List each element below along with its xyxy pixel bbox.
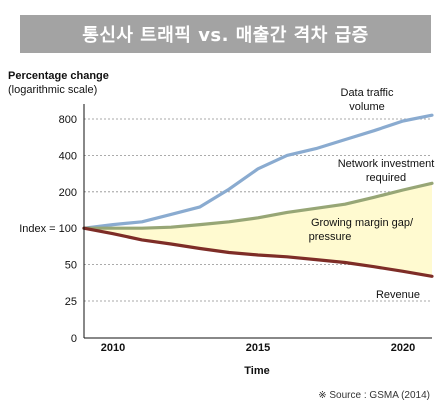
- y-axis-label-line1: Percentage change: [8, 70, 109, 82]
- y-tick-100: Index = 100: [19, 223, 77, 235]
- annotation-network-line2: required: [366, 172, 406, 184]
- y-tick-labels: 800 400 200 Index = 100 50 25 0: [19, 114, 77, 345]
- y-axis-label-line2: (logarithmic scale): [8, 84, 97, 96]
- series-lines: [82, 113, 434, 278]
- margin-gap-area: [84, 183, 432, 277]
- series-line-2: [82, 226, 434, 278]
- annotation-gap-line2: pressure: [309, 231, 352, 243]
- x-tick-2020: 2020: [391, 342, 415, 354]
- series-line-0: [82, 113, 434, 230]
- y-tick-800: 800: [59, 114, 77, 126]
- y-tick-200: 200: [59, 187, 77, 199]
- source-note: ※ Source : GSMA (2014): [318, 390, 430, 401]
- x-axis-label: Time: [244, 365, 269, 377]
- annotation-revenue: Revenue: [376, 289, 420, 301]
- y-tick-50: 50: [65, 260, 77, 272]
- y-tick-25: 25: [65, 296, 77, 308]
- annotation-network-line1: Network investment: [338, 158, 435, 170]
- annotation-data-traffic-line1: Data traffic: [341, 87, 394, 99]
- series-line-1: [82, 181, 434, 230]
- axes: [83, 104, 432, 339]
- annotation-data-traffic-line2: volume: [349, 101, 384, 113]
- y-tick-0: 0: [71, 333, 77, 345]
- annotation-gap-line1: Growing margin gap/: [311, 217, 414, 229]
- x-tick-labels: 2010 2015 2020: [101, 342, 415, 354]
- x-tick-2015: 2015: [246, 342, 270, 354]
- y-tick-400: 400: [59, 150, 77, 162]
- x-tick-2010: 2010: [101, 342, 125, 354]
- chart-title: 통신사 트래픽 vs. 매출간 격차 급증: [20, 15, 431, 53]
